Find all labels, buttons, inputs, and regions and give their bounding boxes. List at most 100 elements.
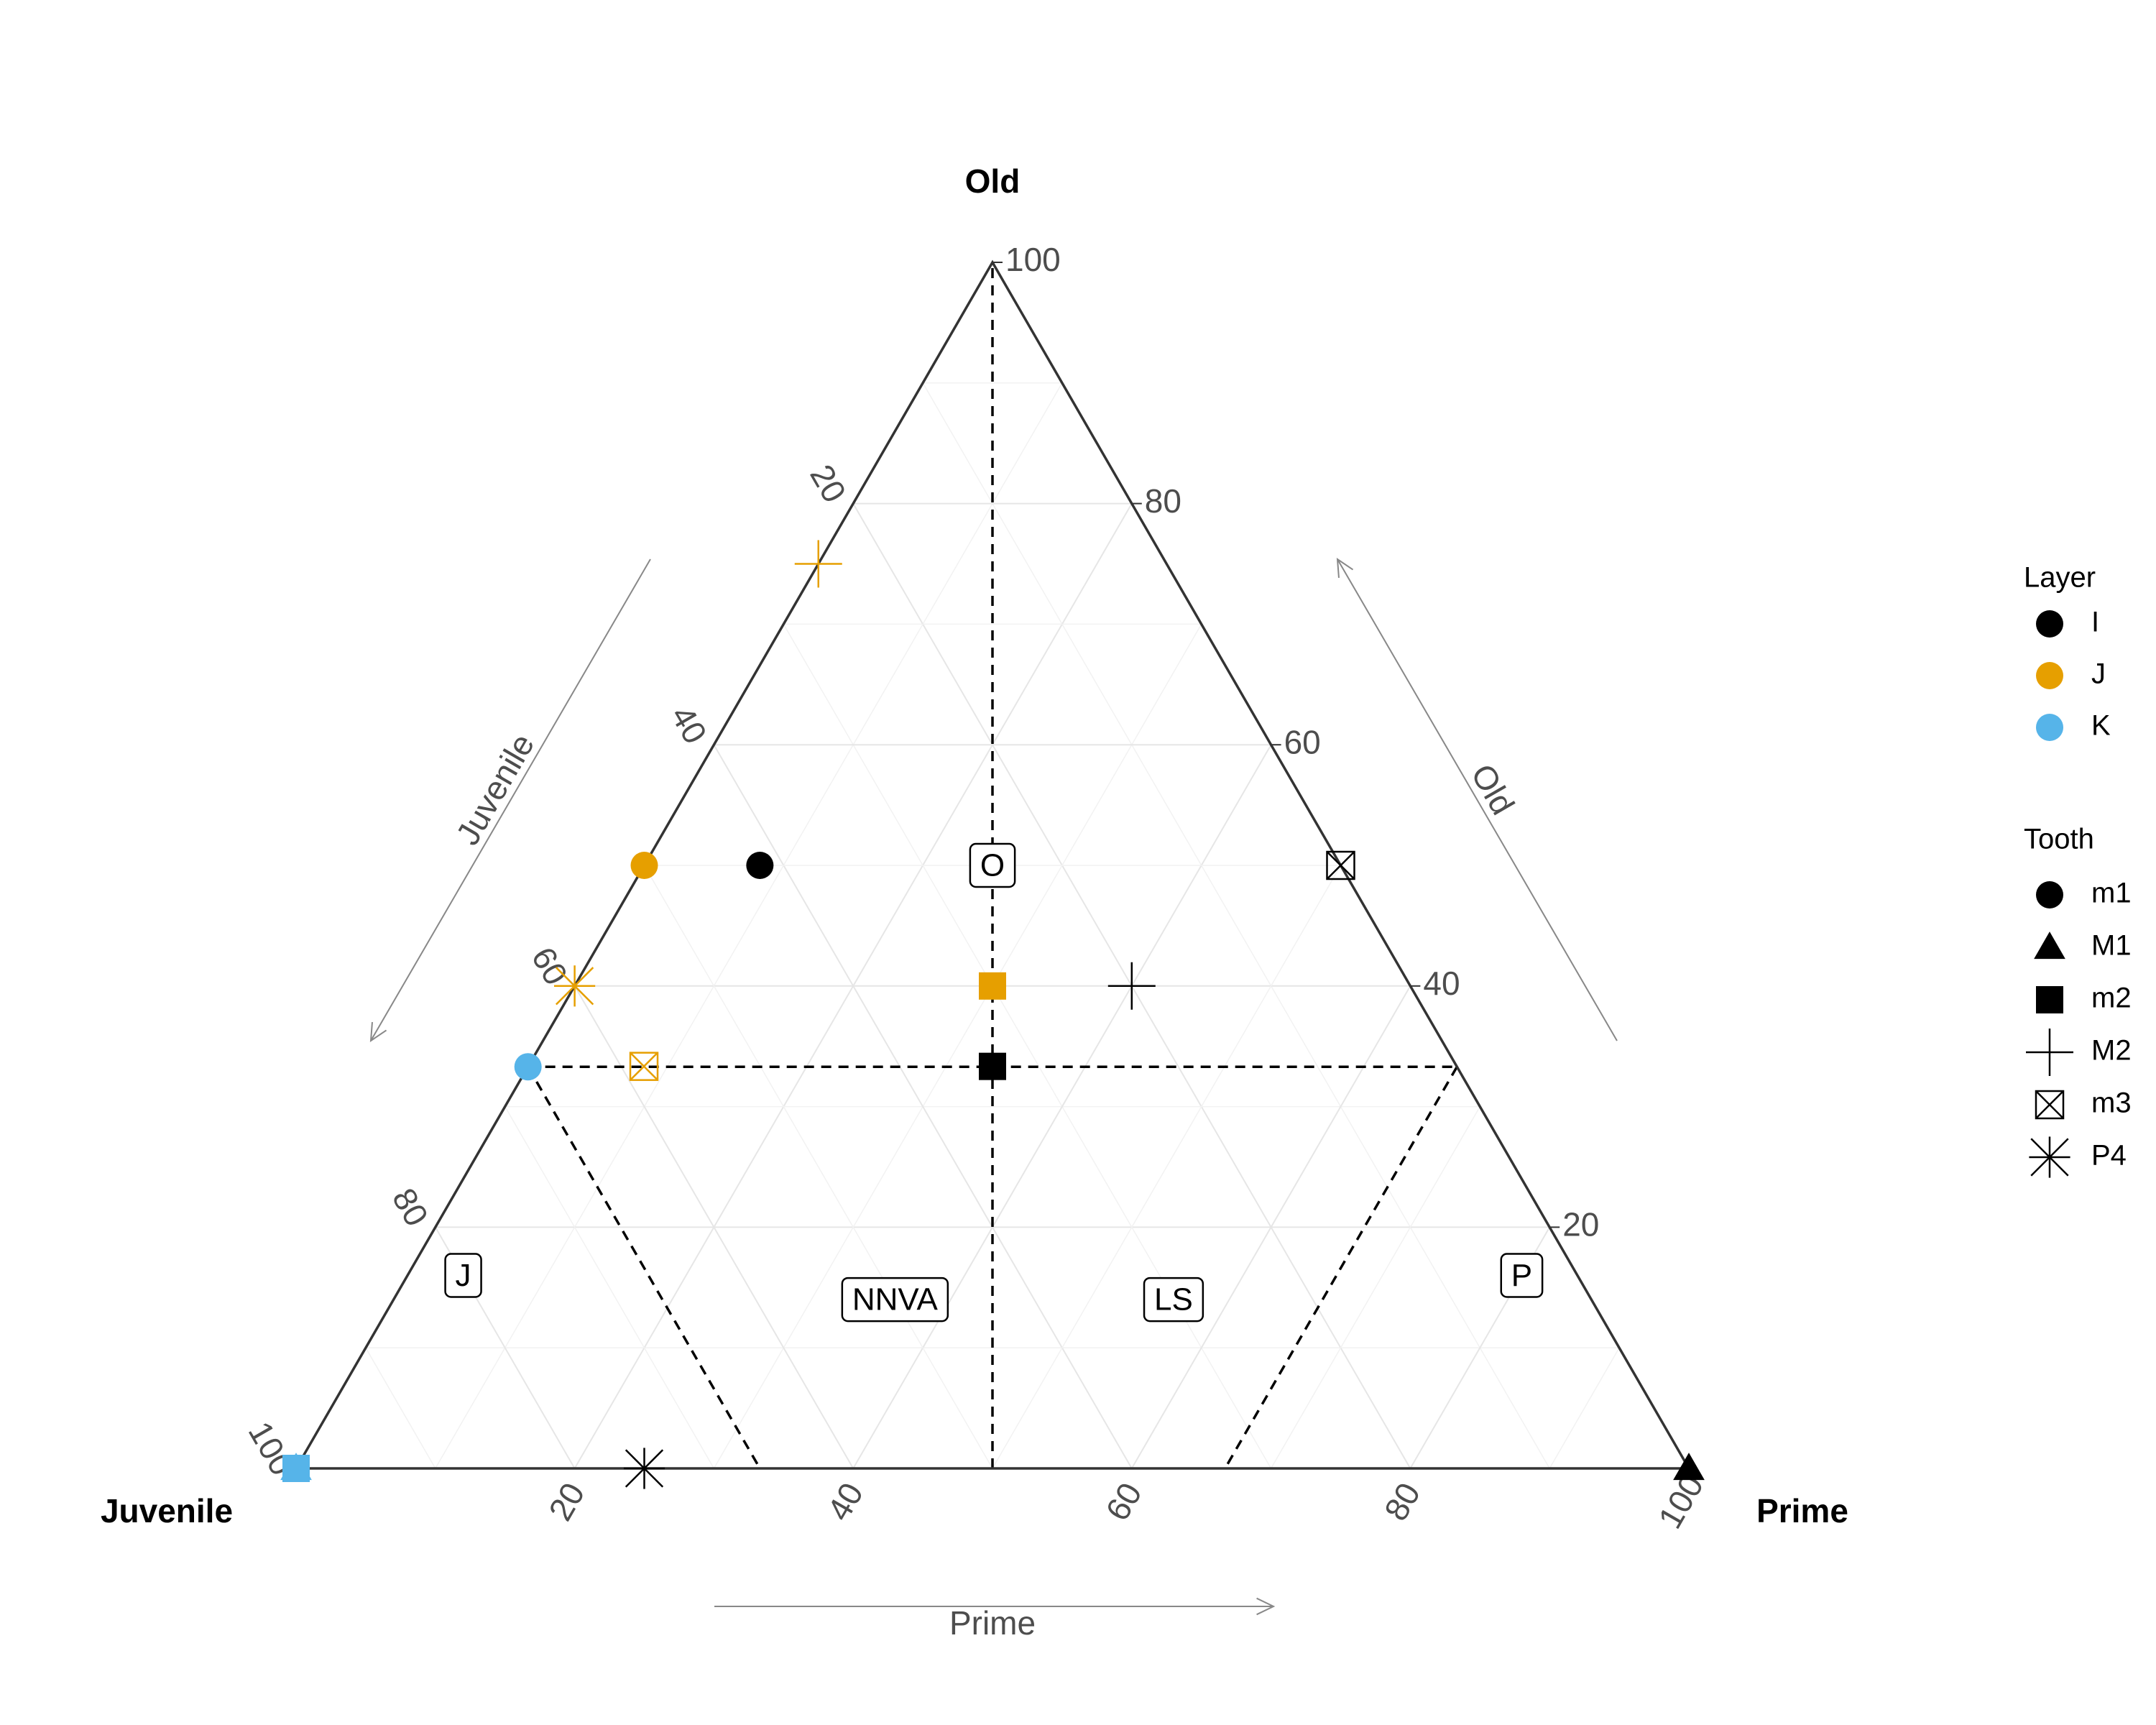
- tick-label-prime-60: 60: [1098, 1476, 1149, 1527]
- legend-title-tooth: Tooth: [2024, 824, 2094, 855]
- region-labels: O J NNVA LS P: [444, 842, 1544, 1322]
- arrow-juvenile: [369, 558, 651, 1042]
- grid-line-prime-10: [435, 382, 1063, 1469]
- region-label-nnva: NNVA: [852, 1282, 939, 1317]
- tick-label-juvenile-20: 20: [803, 459, 854, 509]
- apex-label-old: Old: [965, 162, 1021, 200]
- data-point-j-m2-7: [979, 972, 1006, 1000]
- marker-box-diag2: [2035, 1090, 2064, 1119]
- legend-swatch-layer-i: [2036, 610, 2063, 638]
- marker-box-diag2: [1326, 851, 1355, 880]
- legend-label-tooth-m3: m3: [2091, 1087, 2132, 1119]
- marker-triangle: [1673, 1453, 1705, 1481]
- tick-label-prime-40: 40: [820, 1476, 871, 1527]
- region-ls: LS: [1143, 1276, 1204, 1322]
- legend-swatch-layer-j: [2036, 662, 2063, 689]
- grid-line-juvenile-30: [783, 624, 1272, 1469]
- tick-label-prime-20: 20: [541, 1476, 592, 1527]
- arrow-head: [1336, 558, 1354, 579]
- divider-line-3: [1224, 1066, 1458, 1469]
- marker-circle: [2036, 881, 2063, 908]
- arrow-shaft: [1337, 558, 1618, 1041]
- apex-label-juvenile: Juvenile: [101, 1492, 233, 1530]
- legend-swatch-tooth-m1: [2034, 932, 2065, 960]
- data-point-i-p4-4: [623, 1448, 665, 1489]
- tick-label-old-100: 100: [1005, 241, 1061, 278]
- grid-line-juvenile-70: [505, 1106, 715, 1469]
- marker-box: [629, 1052, 659, 1081]
- region-box-ls: [1143, 1276, 1204, 1322]
- data-point-i-m1-0: [746, 852, 774, 879]
- data-point-i-m3-3: [1326, 850, 1355, 880]
- tick-label-juvenile-80: 80: [385, 1182, 436, 1232]
- data-point-k-m1-11: [514, 1053, 542, 1081]
- grid-line-juvenile-50: [643, 865, 993, 1469]
- marker-square: [979, 972, 1006, 1000]
- region-nnva: NNVA: [841, 1276, 949, 1322]
- region-box-nnva: [841, 1276, 949, 1322]
- legend-label-layer-k: K: [2091, 710, 2111, 742]
- region-j: J: [444, 1253, 482, 1298]
- grid-line-prime-70: [1270, 1106, 1480, 1469]
- region-box-j: [444, 1253, 482, 1298]
- arrow-old: [1336, 558, 1618, 1041]
- arrow-label-old: Old: [1464, 758, 1522, 821]
- data-point-j-m1-6: [630, 852, 658, 879]
- marker-box: [1326, 850, 1355, 880]
- tick-label-juvenile-60: 60: [525, 941, 576, 991]
- marker-circle: [514, 1053, 542, 1081]
- marker-circle: [630, 852, 658, 879]
- marker-triangle: [280, 1453, 312, 1481]
- data-point-j-p4-10: [554, 965, 596, 1007]
- region-label-o: O: [980, 848, 1005, 883]
- region-label-p: P: [1511, 1258, 1532, 1293]
- tick-label-old-60: 60: [1284, 723, 1321, 760]
- arrow-head: [369, 1021, 387, 1042]
- grid-line-juvenile-10: [922, 382, 1550, 1469]
- region-p: P: [1500, 1253, 1544, 1298]
- legend-label-tooth-p4: P4: [2091, 1140, 2127, 1172]
- marker-circle: [746, 852, 774, 879]
- tick-label-old-40: 40: [1423, 965, 1460, 1002]
- legend-label-tooth-m2: m2: [2091, 983, 2132, 1014]
- data-point-i-m2-1: [979, 1052, 1006, 1080]
- marker-square: [2036, 986, 2063, 1013]
- data-point-j-m3-9: [629, 1052, 659, 1081]
- legend-label-tooth-m1: m1: [2091, 878, 2132, 909]
- region-box-p: [1500, 1253, 1544, 1298]
- arrow-shaft: [370, 558, 651, 1041]
- legend-swatch-layer-k: [2036, 714, 2063, 741]
- data-point-k-m1-13: [280, 1453, 312, 1481]
- tick-label-old-20: 20: [1562, 1206, 1599, 1243]
- region-label-ls: LS: [1154, 1282, 1193, 1317]
- tick-label-prime-80: 80: [1377, 1476, 1428, 1527]
- grid-line-juvenile-90: [365, 1347, 436, 1469]
- grid-line-prime-50: [992, 865, 1342, 1469]
- data-point-j-m2-8: [794, 540, 842, 588]
- marker-triangle: [2034, 932, 2065, 960]
- region-o: O: [969, 842, 1016, 888]
- legend-label-layer-j: J: [2091, 658, 2106, 690]
- legend-swatch-tooth-m2: [2036, 986, 2063, 1013]
- legend-swatch-tooth-p4: [2029, 1136, 2070, 1178]
- grid-line-prime-90: [1549, 1347, 1620, 1469]
- legend-swatch-tooth-m2: [2026, 1029, 2073, 1076]
- arrow-label-juvenile: Juvenile: [448, 727, 541, 851]
- region-dividers: [527, 262, 1458, 1469]
- arrow-label-prime: Prime: [949, 1604, 1036, 1642]
- legend: Layer IJK Tooth m1 M1 m2 M2 m3 P4: [2024, 562, 2132, 1178]
- region-label-j: J: [456, 1258, 471, 1293]
- arrow-head: [1256, 1597, 1276, 1616]
- marker-square: [979, 1052, 1006, 1080]
- data-point-i-m1-5: [1673, 1453, 1705, 1481]
- legend-swatch-tooth-m1: [2036, 881, 2063, 908]
- data-point-i-m2-2: [1107, 962, 1156, 1010]
- legend-label-layer-i: I: [2091, 607, 2099, 638]
- arrow-prime: [714, 1597, 1276, 1616]
- grid-line-prime-30: [713, 624, 1202, 1469]
- data-points: [280, 540, 1705, 1489]
- marker-box: [2035, 1090, 2065, 1120]
- marker-box-diag2: [630, 1052, 658, 1081]
- tick-label-old-80: 80: [1145, 482, 1181, 520]
